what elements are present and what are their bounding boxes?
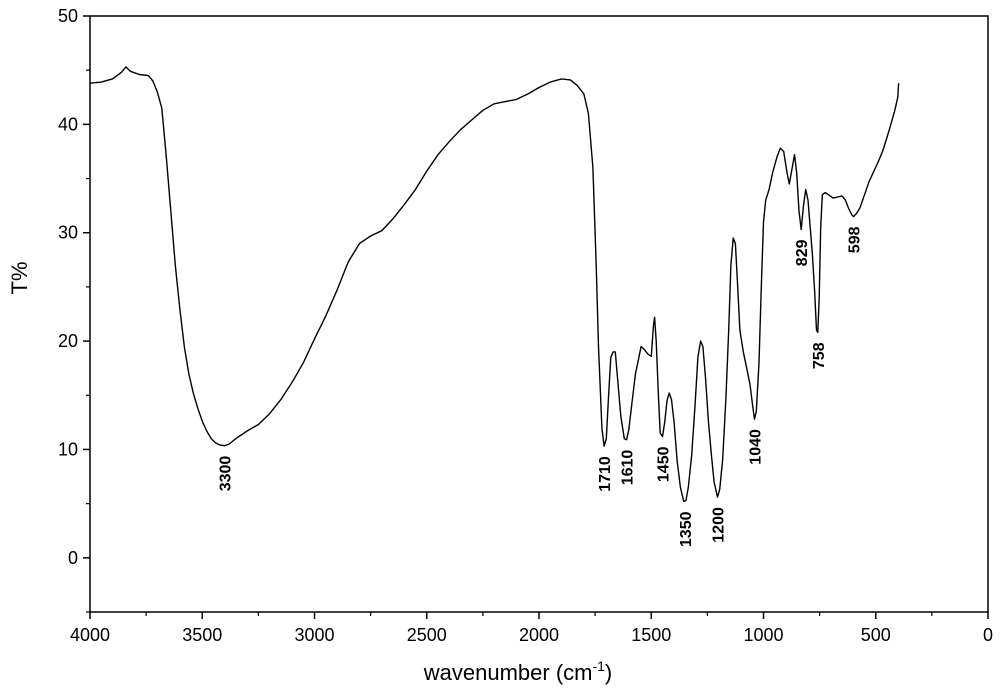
- peak-label: 1710: [597, 456, 614, 492]
- x-tick-label: 2500: [407, 625, 447, 645]
- peak-label: 3300: [218, 456, 235, 492]
- spectrum-line: [89, 66, 900, 503]
- peak-label: 1200: [711, 507, 728, 543]
- x-tick-label: 1000: [743, 625, 783, 645]
- y-tick-label: 20: [58, 331, 78, 351]
- peak-label: 1040: [748, 429, 765, 465]
- x-tick-label: 3000: [294, 625, 334, 645]
- x-axis-title-main: wavenumber (cm: [423, 660, 593, 685]
- y-tick-label: 0: [68, 548, 78, 568]
- series-layer: [89, 66, 900, 503]
- peak-label: 829: [794, 239, 811, 266]
- y-axis-title: T%: [7, 262, 32, 295]
- axis-titles: T% wavenumber (cm-1): [7, 262, 612, 686]
- x-tick-label: 2000: [519, 625, 559, 645]
- x-tick-label: 1500: [631, 625, 671, 645]
- peak-label: 758: [811, 342, 828, 369]
- peak-label: 1610: [620, 450, 637, 486]
- x-axis-title-end: ): [605, 660, 612, 685]
- ticks: 4000 3500 3000 2500 2000 1500 1000 500 0 0 10 20 30 4…: [58, 6, 993, 645]
- x-tick-label: 500: [861, 625, 891, 645]
- y-tick-label: 50: [58, 6, 78, 26]
- x-tick-label: 3500: [182, 625, 222, 645]
- y-tick-label: 10: [58, 439, 78, 459]
- y-tick-label: 30: [58, 223, 78, 243]
- peak-label: 598: [847, 226, 864, 253]
- peak-label: 1450: [656, 446, 673, 482]
- peak-label: 1350: [678, 511, 695, 547]
- x-tick-label: 0: [983, 625, 993, 645]
- x-axis-title-superscript: -1: [592, 658, 605, 674]
- x-axis-title: wavenumber (cm-1): [423, 658, 613, 685]
- y-tick-label: 40: [58, 114, 78, 134]
- peak-annotations: 3300 1710 1610 1450 1350 1200 1040 829 758 598: [218, 226, 864, 547]
- x-tick-label: 4000: [70, 625, 110, 645]
